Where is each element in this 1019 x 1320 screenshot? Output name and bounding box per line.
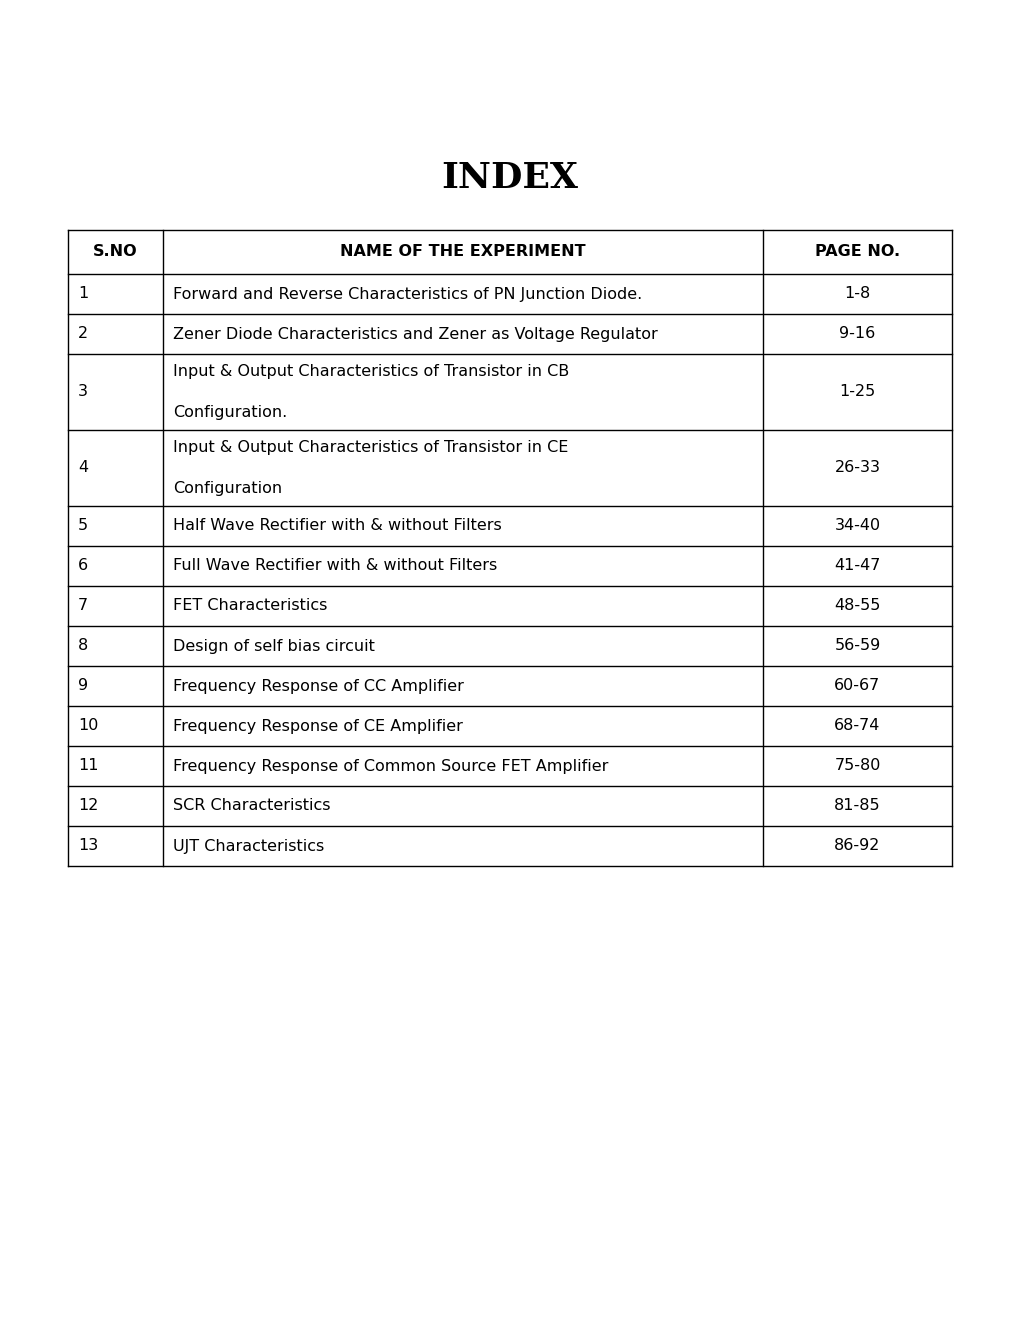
Text: 56-59: 56-59 bbox=[834, 639, 879, 653]
Text: Frequency Response of CE Amplifier: Frequency Response of CE Amplifier bbox=[173, 718, 463, 734]
Text: INDEX: INDEX bbox=[441, 161, 578, 195]
Text: 1-8: 1-8 bbox=[844, 286, 870, 301]
Text: 41-47: 41-47 bbox=[834, 558, 879, 573]
Text: Configuration: Configuration bbox=[173, 480, 282, 496]
Text: S.NO: S.NO bbox=[93, 244, 138, 260]
Text: SCR Characteristics: SCR Characteristics bbox=[173, 799, 330, 813]
Text: 48-55: 48-55 bbox=[834, 598, 879, 614]
Text: Zener Diode Characteristics and Zener as Voltage Regulator: Zener Diode Characteristics and Zener as… bbox=[173, 326, 657, 342]
Text: 26-33: 26-33 bbox=[834, 461, 879, 475]
Text: 60-67: 60-67 bbox=[834, 678, 879, 693]
Text: Forward and Reverse Characteristics of PN Junction Diode.: Forward and Reverse Characteristics of P… bbox=[173, 286, 642, 301]
Text: 9-16: 9-16 bbox=[839, 326, 874, 342]
Text: NAME OF THE EXPERIMENT: NAME OF THE EXPERIMENT bbox=[340, 244, 585, 260]
Text: 13: 13 bbox=[77, 838, 98, 854]
Text: 6: 6 bbox=[77, 558, 88, 573]
Text: 12: 12 bbox=[77, 799, 98, 813]
Text: Frequency Response of Common Source FET Amplifier: Frequency Response of Common Source FET … bbox=[173, 759, 607, 774]
Text: Input & Output Characteristics of Transistor in CB: Input & Output Characteristics of Transi… bbox=[173, 364, 569, 379]
Text: 81-85: 81-85 bbox=[834, 799, 880, 813]
Text: Half Wave Rectifier with & without Filters: Half Wave Rectifier with & without Filte… bbox=[173, 519, 501, 533]
Text: 1: 1 bbox=[77, 286, 89, 301]
Text: Configuration.: Configuration. bbox=[173, 405, 287, 420]
Text: 34-40: 34-40 bbox=[834, 519, 879, 533]
Text: 86-92: 86-92 bbox=[834, 838, 879, 854]
Text: PAGE NO.: PAGE NO. bbox=[814, 244, 899, 260]
Text: 7: 7 bbox=[77, 598, 88, 614]
Text: Frequency Response of CC Amplifier: Frequency Response of CC Amplifier bbox=[173, 678, 464, 693]
Text: FET Characteristics: FET Characteristics bbox=[173, 598, 327, 614]
Text: 2: 2 bbox=[77, 326, 88, 342]
Text: 8: 8 bbox=[77, 639, 89, 653]
Text: Input & Output Characteristics of Transistor in CE: Input & Output Characteristics of Transi… bbox=[173, 440, 568, 455]
Text: Design of self bias circuit: Design of self bias circuit bbox=[173, 639, 375, 653]
Text: 9: 9 bbox=[77, 678, 88, 693]
Text: 5: 5 bbox=[77, 519, 88, 533]
Text: 68-74: 68-74 bbox=[834, 718, 879, 734]
Text: 1-25: 1-25 bbox=[839, 384, 874, 400]
Text: 11: 11 bbox=[77, 759, 99, 774]
Text: 3: 3 bbox=[77, 384, 88, 400]
Text: 75-80: 75-80 bbox=[834, 759, 879, 774]
Text: 4: 4 bbox=[77, 461, 88, 475]
Text: 10: 10 bbox=[77, 718, 98, 734]
Text: Full Wave Rectifier with & without Filters: Full Wave Rectifier with & without Filte… bbox=[173, 558, 497, 573]
Text: UJT Characteristics: UJT Characteristics bbox=[173, 838, 324, 854]
